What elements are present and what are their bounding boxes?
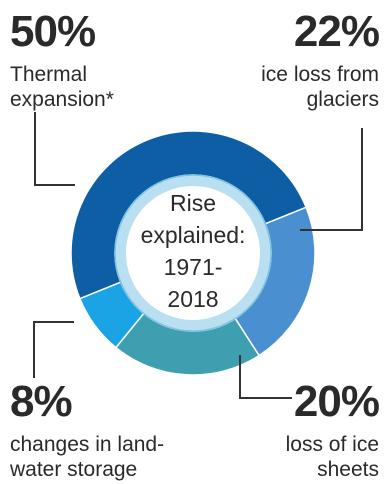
sheets-percent: 20% xyxy=(293,377,380,426)
land-percent: 8% xyxy=(10,377,73,426)
land-line-1: changes in land- xyxy=(10,433,165,456)
center-line-2: explained: xyxy=(140,222,246,248)
center-circle xyxy=(126,186,260,320)
label-ice-sheets: 20% loss of ice sheets xyxy=(285,377,380,482)
glaciers-percent: 22% xyxy=(293,7,380,56)
leader-lines xyxy=(33,112,363,399)
label-thermal: 50% Thermal expansion* xyxy=(10,10,114,112)
center-line-4: 2018 xyxy=(167,286,219,312)
label-glaciers: 22% ice loss from glaciers xyxy=(261,7,380,112)
center-line-1: Rise xyxy=(169,190,216,216)
leader-sheets xyxy=(239,355,292,399)
sheets-line-1: loss of ice xyxy=(285,433,379,456)
glaciers-line-1: ice loss from xyxy=(261,63,379,86)
slices-group xyxy=(70,130,316,376)
land-line-2: water storage xyxy=(10,458,138,481)
label-land-water: 8% changes in land- water storage xyxy=(10,380,164,482)
center-label: Rise explained: 1971- 2018 xyxy=(128,187,258,315)
thermal-line-2: expansion* xyxy=(10,88,114,111)
leader-glaciers xyxy=(300,128,363,231)
center-line-3: 1971- xyxy=(163,254,223,280)
leader-thermal xyxy=(34,112,75,186)
thermal-percent: 50% xyxy=(10,7,96,56)
leader-land xyxy=(33,321,74,378)
sheets-line-2: sheets xyxy=(317,458,379,481)
thermal-line-1: Thermal xyxy=(10,63,88,86)
glaciers-line-2: glaciers xyxy=(306,88,379,111)
